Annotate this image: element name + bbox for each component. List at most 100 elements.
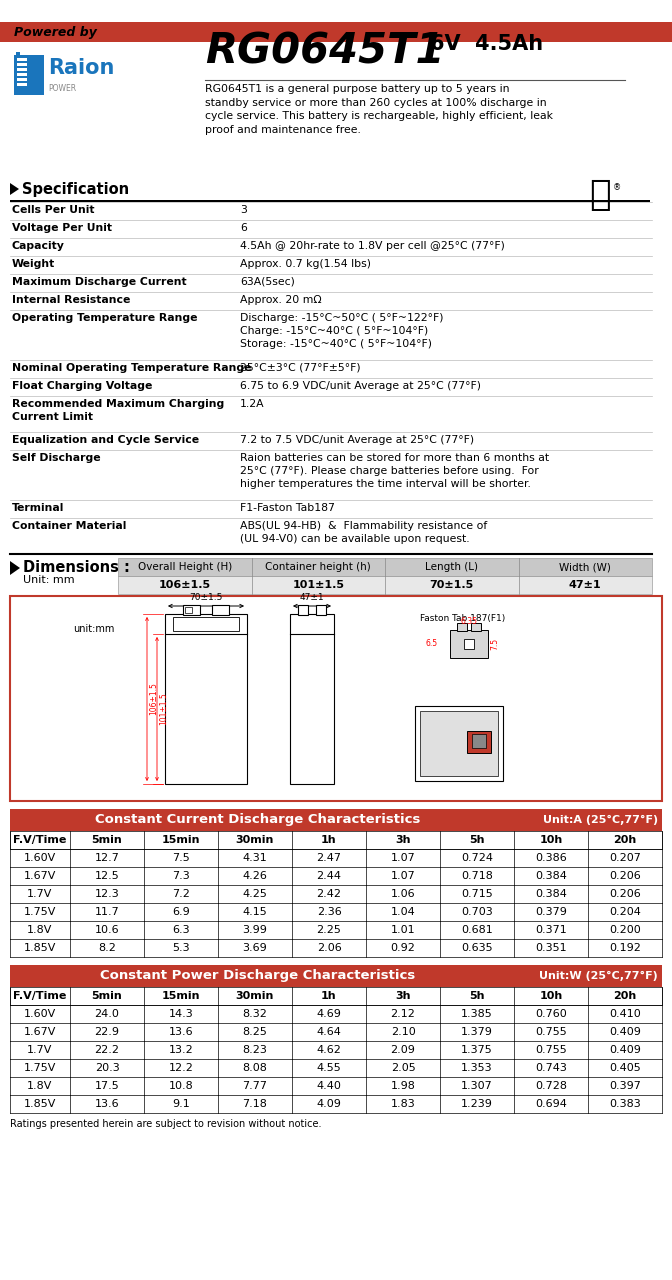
Text: Voltage Per Unit: Voltage Per Unit [12, 223, 112, 233]
Text: 6.5: 6.5 [426, 640, 438, 649]
Text: 1.60V: 1.60V [24, 1009, 56, 1019]
Text: 0.192: 0.192 [609, 943, 641, 954]
Text: RG0645T1 is a general purpose battery up to 5 years in
standby service or more t: RG0645T1 is a general purpose battery up… [205, 84, 553, 134]
Bar [10, 922, 662, 940]
Bar [10, 940, 662, 957]
Text: 2.42: 2.42 [317, 890, 341, 899]
Text: 10.6: 10.6 [95, 925, 120, 934]
Bar [17, 58, 27, 61]
Text: 0.379: 0.379 [535, 908, 567, 916]
Text: 5min: 5min [91, 835, 122, 845]
Text: 0.635: 0.635 [461, 943, 493, 954]
Polygon shape [10, 561, 20, 575]
Text: 1.60V: 1.60V [24, 852, 56, 863]
Text: 0.200: 0.200 [609, 925, 641, 934]
Text: 2.47: 2.47 [317, 852, 341, 863]
Text: 8.32: 8.32 [243, 1009, 267, 1019]
Text: 101±1.5: 101±1.5 [159, 692, 168, 726]
Text: 0.755: 0.755 [535, 1027, 567, 1037]
Text: 20.3: 20.3 [95, 1062, 120, 1073]
Text: Overall Height (H): Overall Height (H) [138, 562, 232, 572]
Text: 1.2A: 1.2A [240, 399, 265, 410]
Text: 0.715: 0.715 [461, 890, 493, 899]
Bar [173, 617, 239, 631]
Bar [10, 1076, 662, 1094]
Text: 2.12: 2.12 [390, 1009, 415, 1019]
Text: 4.64: 4.64 [317, 1027, 341, 1037]
Bar [212, 605, 229, 614]
Text: unit:mm: unit:mm [74, 623, 115, 634]
Text: Ⓤ: Ⓤ [589, 178, 611, 212]
Text: 6: 6 [240, 223, 247, 233]
Text: 4.26: 4.26 [243, 870, 267, 881]
Text: 10h: 10h [540, 991, 562, 1001]
Text: 4.55: 4.55 [317, 1062, 341, 1073]
Text: Dimensions :: Dimensions : [23, 561, 130, 575]
Text: 5h: 5h [469, 991, 485, 1001]
Bar [10, 902, 662, 922]
Bar [10, 1005, 662, 1023]
Bar [10, 200, 650, 202]
Text: 0.724: 0.724 [461, 852, 493, 863]
Text: ABS(UL 94-HB)  &  Flammability resistance of
(UL 94-V0) can be available upon re: ABS(UL 94-HB) & Flammability resistance … [240, 521, 487, 544]
Bar [17, 68, 27, 70]
Text: Float Charging Voltage: Float Charging Voltage [12, 381, 153, 390]
Text: 4.62: 4.62 [317, 1044, 341, 1055]
Text: 2.06: 2.06 [317, 943, 341, 954]
Text: 70±1.5: 70±1.5 [429, 580, 474, 590]
Text: Width (W): Width (W) [559, 562, 612, 572]
Text: 0.409: 0.409 [609, 1044, 641, 1055]
Text: Ratings presented herein are subject to revision without notice.: Ratings presented herein are subject to … [10, 1119, 321, 1129]
Text: 30min: 30min [236, 835, 274, 845]
Text: Raion batteries can be stored for more than 6 months at
25°C (77°F). Please char: Raion batteries can be stored for more t… [240, 453, 549, 489]
Text: 47±1: 47±1 [569, 580, 601, 590]
Text: 14.3: 14.3 [169, 1009, 194, 1019]
Text: 0.206: 0.206 [609, 870, 641, 881]
Bar [10, 1094, 662, 1114]
Text: Nominal Operating Temperature Range: Nominal Operating Temperature Range [12, 364, 251, 372]
Text: 0.204: 0.204 [609, 908, 641, 916]
Text: Recommended Maximum Charging
Current Limit: Recommended Maximum Charging Current Lim… [12, 399, 224, 422]
Text: Weight: Weight [12, 259, 55, 269]
Text: 3h: 3h [395, 991, 411, 1001]
Text: 7.5: 7.5 [490, 637, 499, 650]
Text: Terminal: Terminal [12, 503, 65, 513]
Bar [118, 576, 652, 594]
Bar [17, 83, 27, 86]
Bar [290, 614, 334, 783]
Text: 13.6: 13.6 [95, 1100, 120, 1108]
Text: 20h: 20h [614, 991, 636, 1001]
Bar [467, 731, 491, 753]
Text: Specification: Specification [22, 182, 129, 197]
Bar [10, 849, 662, 867]
Text: 1.04: 1.04 [390, 908, 415, 916]
Text: 3h: 3h [395, 835, 411, 845]
Bar [183, 605, 200, 614]
Text: 1.307: 1.307 [461, 1082, 493, 1091]
Text: Length (L): Length (L) [425, 562, 478, 572]
Bar [10, 867, 662, 884]
Bar [118, 558, 652, 576]
Bar [10, 965, 662, 987]
Text: 6.9: 6.9 [172, 908, 190, 916]
Text: 1.07: 1.07 [390, 870, 415, 881]
Text: 1.379: 1.379 [461, 1027, 493, 1037]
Bar [16, 52, 20, 55]
Text: 1.85V: 1.85V [24, 943, 56, 954]
Text: 0.703: 0.703 [461, 908, 493, 916]
Bar [10, 1023, 662, 1041]
Bar [472, 733, 486, 748]
Text: Container Material: Container Material [12, 521, 126, 531]
Text: 24.0: 24.0 [95, 1009, 120, 1019]
Text: 3.69: 3.69 [243, 943, 267, 954]
Text: 0.384: 0.384 [535, 890, 567, 899]
Bar [17, 73, 27, 76]
Text: Capacity: Capacity [12, 241, 65, 251]
Bar [10, 884, 662, 902]
Bar [457, 623, 467, 631]
Text: Self Discharge: Self Discharge [12, 453, 101, 463]
Text: Constant Power Discharge Characteristics: Constant Power Discharge Characteristics [100, 969, 415, 983]
Text: 13.2: 13.2 [169, 1044, 194, 1055]
Text: 7.2: 7.2 [172, 890, 190, 899]
Text: Container height (h): Container height (h) [265, 562, 371, 572]
